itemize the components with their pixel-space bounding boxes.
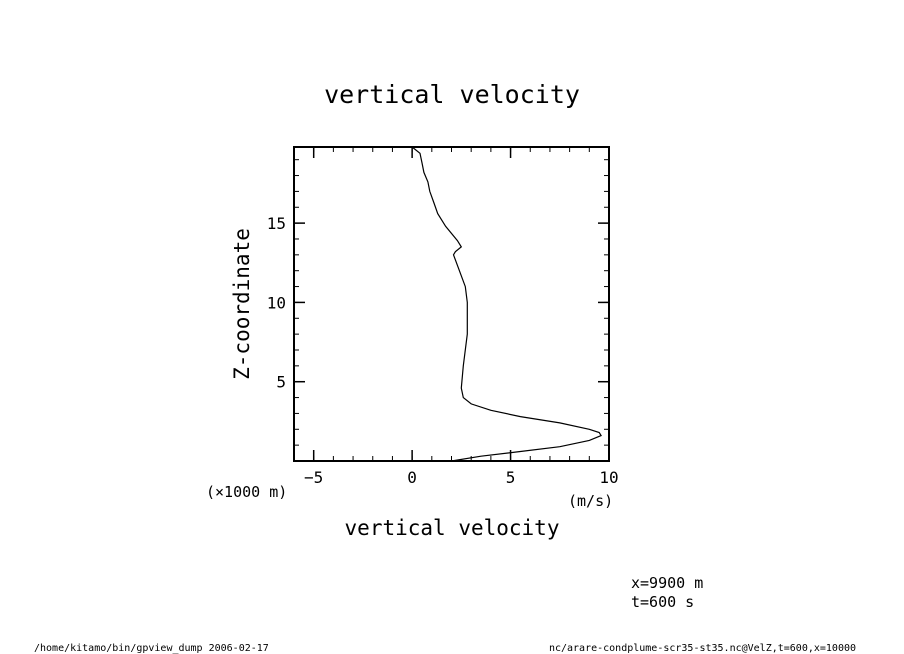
y-tick-label: 5 (276, 373, 286, 392)
x-tick-label: −5 (304, 468, 323, 487)
y-axis-unit-label: (×1000 m) (206, 483, 287, 501)
info-time: t=600 s (631, 593, 694, 611)
x-tick-label: 10 (599, 468, 618, 487)
footer-right-source: nc/arare-condplume-scr35-st35.nc@VelZ,t=… (549, 643, 856, 654)
footer-left-path: /home/kitamo/bin/gpview_dump 2006-02-17 (34, 643, 269, 654)
chart-title: vertical velocity (324, 80, 580, 109)
y-tick-labels: 5 10 15 (267, 214, 286, 392)
y-tick-label: 10 (267, 293, 286, 312)
major-ticks (294, 147, 610, 461)
x-tick-labels: −5 0 5 10 (304, 468, 619, 487)
series-line-vertical-velocity (411, 146, 602, 462)
plot-frame (293, 146, 610, 462)
minor-ticks (293, 147, 610, 461)
y-axis-title: Z-coordinate (230, 228, 254, 380)
x-tick-label: 5 (506, 468, 516, 487)
x-axis-unit-label: (m/s) (568, 492, 613, 510)
x-axis-title: vertical velocity (345, 516, 560, 540)
info-x-position: x=9900 m (631, 574, 703, 592)
y-tick-label: 15 (267, 214, 286, 233)
x-tick-label: 0 (407, 468, 417, 487)
